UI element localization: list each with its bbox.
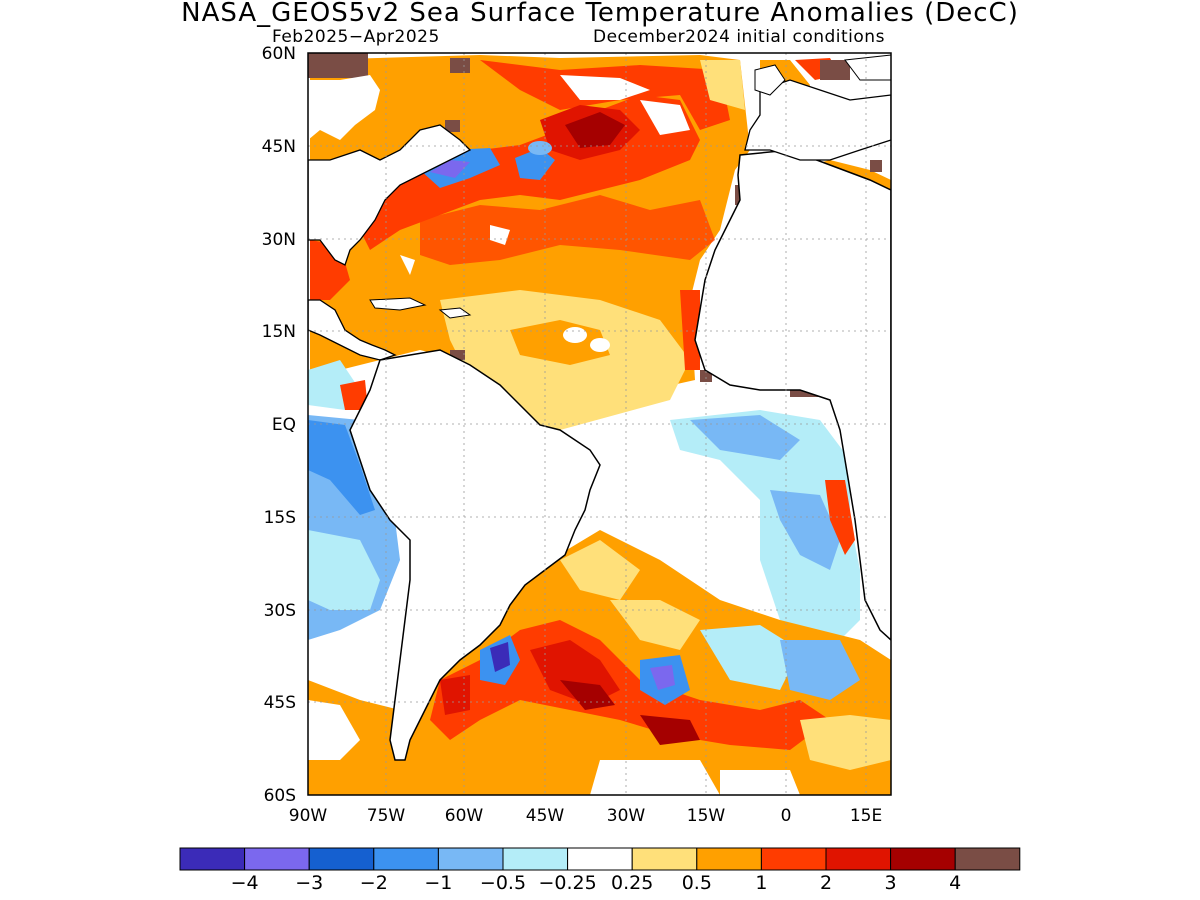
colorbar-swatch	[954, 847, 1021, 871]
lon-tick-label: 15E	[850, 806, 882, 826]
colorbar-label: 2	[820, 872, 832, 894]
initial-conditions: December2024 initial conditions	[593, 27, 885, 47]
lat-tick-label: EQ	[272, 415, 296, 435]
lon-tick-label: 90W	[289, 806, 328, 826]
lat-tick-label: 30S	[264, 601, 296, 621]
lat-tick-label: 30N	[262, 230, 296, 250]
colorbar-label: −2	[360, 872, 388, 894]
africa	[694, 149, 891, 642]
south-america	[349, 349, 601, 761]
colorbar-swatch	[373, 847, 439, 871]
colorbar-swatch	[696, 847, 762, 871]
colorbar-swatch	[437, 847, 504, 871]
colorbar-label: 4	[949, 872, 961, 894]
map-title: NASA_GEOS5v2 Sea Surface Temperature Ano…	[181, 0, 1019, 28]
colorbar-label: 0.25	[611, 872, 653, 894]
colorbar-label: −0.5	[480, 872, 526, 894]
colorbar-swatch	[890, 847, 956, 871]
colorbar-swatch	[631, 847, 698, 871]
lon-axis: 90W 75W 60W 45W 30W 15W 0 15E	[289, 806, 882, 826]
colorbar-swatch	[179, 847, 246, 871]
colorbar-label: −3	[295, 872, 323, 894]
colorbar-swatch	[244, 847, 310, 871]
lon-tick-label: 30W	[607, 806, 646, 826]
colorbar: −4 −3 −2 −1 −0.5 −0.25 0.25 0.5 1 2 3 4	[179, 847, 1021, 894]
plot-frame	[307, 52, 892, 796]
colorbar-label: −4	[231, 872, 259, 894]
lat-axis: 60N 45N 30N 15N EQ 15S 30S 45S 60S	[262, 44, 296, 806]
graticule	[308, 53, 891, 795]
lat-tick-label: 45S	[264, 693, 296, 713]
lat-tick-label: 15S	[264, 508, 296, 528]
colorbar-label: −0.25	[538, 872, 596, 894]
lat-tick-label: 45N	[262, 137, 296, 157]
lat-tick-label: 15N	[262, 322, 296, 342]
anomaly-brazil-confluence-red	[430, 620, 830, 750]
anomaly-eq-light-blue	[670, 410, 860, 640]
lon-tick-label: 45W	[526, 806, 565, 826]
lon-tick-label: 0	[781, 806, 792, 826]
lat-tick-label: 60S	[264, 786, 296, 806]
colorbar-swatch	[567, 847, 633, 871]
colorbar-swatch	[502, 847, 569, 871]
colorbar-label: 3	[885, 872, 897, 894]
land-mask	[308, 54, 891, 761]
colorbar-swatch	[760, 847, 827, 871]
colorbar-label: 1	[755, 872, 767, 894]
lon-tick-label: 15W	[687, 806, 726, 826]
forecast-period: Feb2025−Apr2025	[272, 27, 440, 47]
colorbar-swatch	[308, 847, 375, 871]
colorbar-label: −1	[424, 872, 452, 894]
colorbar-label: 0.5	[682, 872, 712, 894]
colorbar-swatch	[825, 847, 892, 871]
lon-tick-label: 75W	[367, 806, 406, 826]
north-america	[308, 75, 380, 140]
lon-tick-label: 60W	[445, 806, 484, 826]
europe	[744, 79, 891, 161]
lat-tick-label: 60N	[262, 44, 296, 64]
